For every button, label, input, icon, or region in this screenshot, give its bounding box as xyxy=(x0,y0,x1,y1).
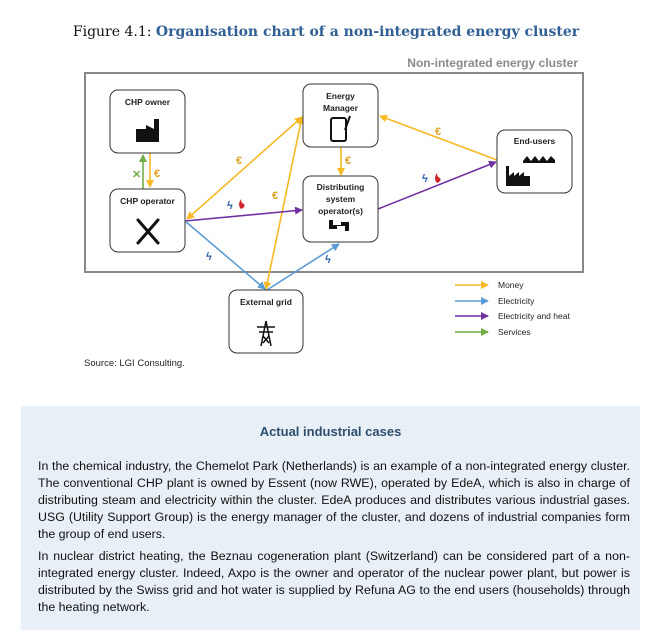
tools-icon: ✕ xyxy=(132,169,141,181)
case-paragraph: In nuclear district heating, the Beznau … xyxy=(38,549,630,614)
lightning-icon: ϟ xyxy=(206,251,212,263)
svg-text:End-users: End-users xyxy=(514,136,556,146)
node-chp-owner: CHP owner xyxy=(109,89,186,154)
case-box: Actual industrial cases In the chemical … xyxy=(21,406,640,630)
euro-icon: € xyxy=(236,155,242,167)
node-external-grid: External grid xyxy=(228,289,304,354)
svg-text:operator(s): operator(s) xyxy=(318,206,363,216)
elec-heat-arrow-dso-endusers xyxy=(377,160,497,210)
node-distributing-system-operator: Distributing system operator(s) xyxy=(302,175,379,243)
svg-text:Energy: Energy xyxy=(326,91,355,101)
svg-text:CHP owner: CHP owner xyxy=(125,97,171,107)
svg-text:Distributing: Distributing xyxy=(317,182,365,192)
money-arrow-operator-manager xyxy=(186,116,303,220)
case-box-title: Actual industrial cases xyxy=(259,424,402,439)
euro-icon: € xyxy=(154,168,160,180)
node-energy-manager: Energy Manager xyxy=(302,83,379,148)
legend-label-electricity: Electricity xyxy=(498,296,535,306)
cluster-frame xyxy=(84,72,584,273)
lightning-icon: ϟ xyxy=(422,173,428,185)
lightning-icon: ϟ xyxy=(325,254,331,266)
svg-text:External grid: External grid xyxy=(240,297,292,307)
legend: Money Electricity Electricity and heat S… xyxy=(455,280,570,337)
electricity-arrow-grid-dso xyxy=(266,243,340,291)
euro-icon: € xyxy=(345,155,351,167)
electricity-arrow-operator-grid xyxy=(184,220,266,290)
svg-text:CHP operator: CHP operator xyxy=(120,196,175,206)
organisation-chart: Non-integrated energy cluster € € € € € … xyxy=(84,56,584,354)
figure-source: Source: LGI Consulting. xyxy=(84,358,185,369)
tools-icon xyxy=(136,218,160,245)
figure-prefix: Figure 4.1: xyxy=(72,24,156,40)
euro-icon: € xyxy=(272,190,278,202)
legend-label-electricity-heat: Electricity and heat xyxy=(498,311,570,321)
node-end-users: End-users xyxy=(496,129,573,194)
elec-heat-arrow-operator-dso xyxy=(184,206,303,222)
figure-title-text: Organisation chart of a non-integrated e… xyxy=(155,24,580,40)
node-chp-operator: CHP operator xyxy=(109,188,186,253)
money-arrow-endusers-manager xyxy=(379,114,498,161)
flame-icon xyxy=(239,199,245,209)
power-pylon-icon xyxy=(257,320,275,347)
money-arrow-manager-grid xyxy=(263,116,305,290)
svg-text:system: system xyxy=(326,194,356,204)
figure-title: Figure 4.1: Organisation chart of a non-… xyxy=(0,24,652,40)
lightning-icon: ϟ xyxy=(227,200,233,212)
power-plant-icon xyxy=(136,119,159,142)
cluster-label: Non-integrated energy cluster xyxy=(407,56,578,70)
svg-text:Manager: Manager xyxy=(323,103,359,113)
legend-label-services: Services xyxy=(498,327,531,337)
factory-icon xyxy=(506,166,530,186)
euro-icon: € xyxy=(435,126,441,138)
pipes-icon xyxy=(329,220,349,231)
flame-icon xyxy=(435,173,441,183)
legend-label-money: Money xyxy=(498,280,524,290)
houses-icon xyxy=(523,156,555,163)
case-paragraph: In the chemical industry, the Chemelot P… xyxy=(38,459,630,541)
